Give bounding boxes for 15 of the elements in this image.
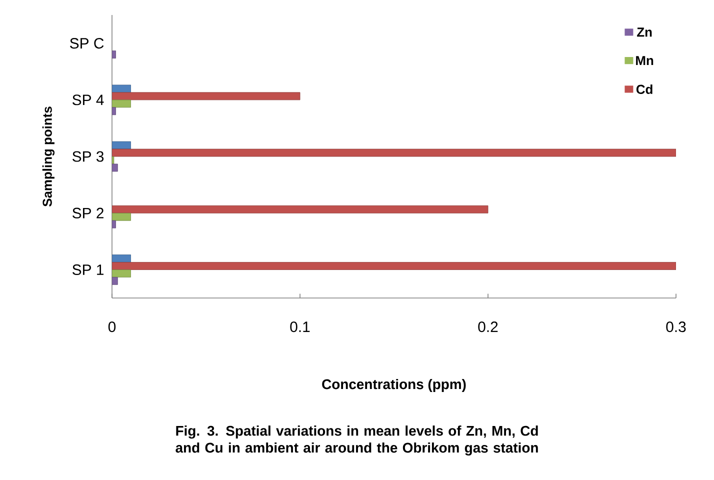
legend-label: Mn bbox=[636, 56, 654, 65]
x-tick-label: 0.2 bbox=[478, 322, 498, 332]
x-tick-label: 0 bbox=[108, 322, 116, 332]
caption: Fig. 3. Spatial variations in mean levels of Zn, Mn, Cd and Cu in ambient air around the Obrikom gas station bbox=[176, 426, 538, 456]
y-tick-label: SP 2 bbox=[72, 208, 104, 218]
x-axis-title: Concentrations (ppm) bbox=[322, 378, 466, 392]
legend-label: Zn bbox=[637, 28, 652, 37]
x-tick-label: 0.1 bbox=[290, 322, 310, 332]
y-tick-label: SP C bbox=[70, 38, 104, 49]
legend-label: Cd bbox=[636, 84, 652, 94]
y-axis-title: Sampling points bbox=[42, 106, 55, 206]
x-tick-label: 0.3 bbox=[666, 322, 686, 332]
y-tick-label: SP 1 bbox=[72, 264, 104, 275]
y-tick-label: SP 3 bbox=[72, 151, 104, 162]
y-tick-label: SP 4 bbox=[72, 94, 104, 106]
